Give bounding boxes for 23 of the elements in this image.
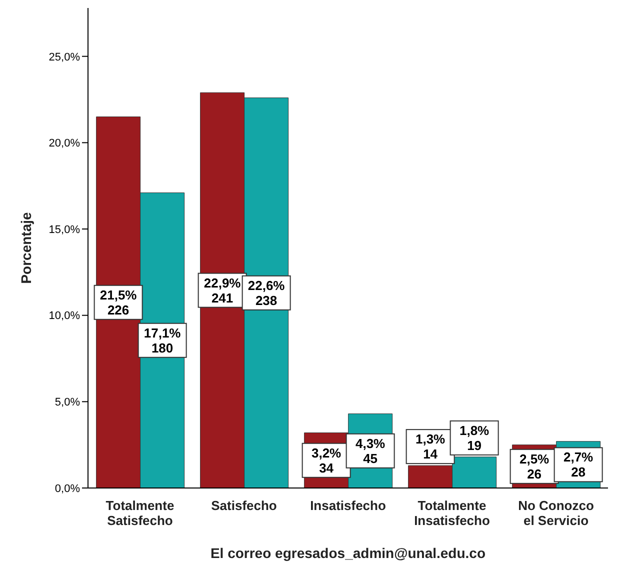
x-axis-title: El correo egresados_admin@unal.edu.co: [210, 545, 486, 561]
x-tick-label: Totalmente Satisfecho: [106, 498, 174, 528]
data-label: 4,3% 45: [356, 436, 386, 466]
data-label: 22,6% 238: [248, 278, 286, 308]
y-tick-label: 0,0%: [54, 482, 80, 495]
y-tick-label: 5,0%: [54, 396, 80, 409]
data-label: 1,8% 19: [460, 422, 490, 453]
data-label: 22,9% 241: [204, 275, 242, 306]
data-label: 2,7% 28: [564, 450, 594, 480]
y-tick-label: 15,0%: [48, 224, 80, 236]
x-tick-label: Totalmente Insatisfecho: [414, 498, 490, 528]
y-tick-label: 20,0%: [48, 138, 80, 150]
data-label: 2,5% 26: [520, 451, 550, 482]
data-label: 1,3% 14: [416, 432, 446, 462]
y-tick-label: 10,0%: [48, 310, 80, 322]
data-label: 21,5% 226: [100, 287, 138, 318]
x-tick-label: Insatisfecho: [310, 498, 386, 513]
data-label: 3,2% 34: [312, 445, 342, 476]
y-axis-title: Porcentaje: [18, 212, 34, 284]
data-label: 17,1% 180: [144, 325, 182, 356]
x-tick-label: Satisfecho: [211, 498, 277, 513]
x-tick-label: No Conozco el Servicio: [518, 498, 594, 528]
y-tick-label: 25,0%: [48, 51, 80, 64]
